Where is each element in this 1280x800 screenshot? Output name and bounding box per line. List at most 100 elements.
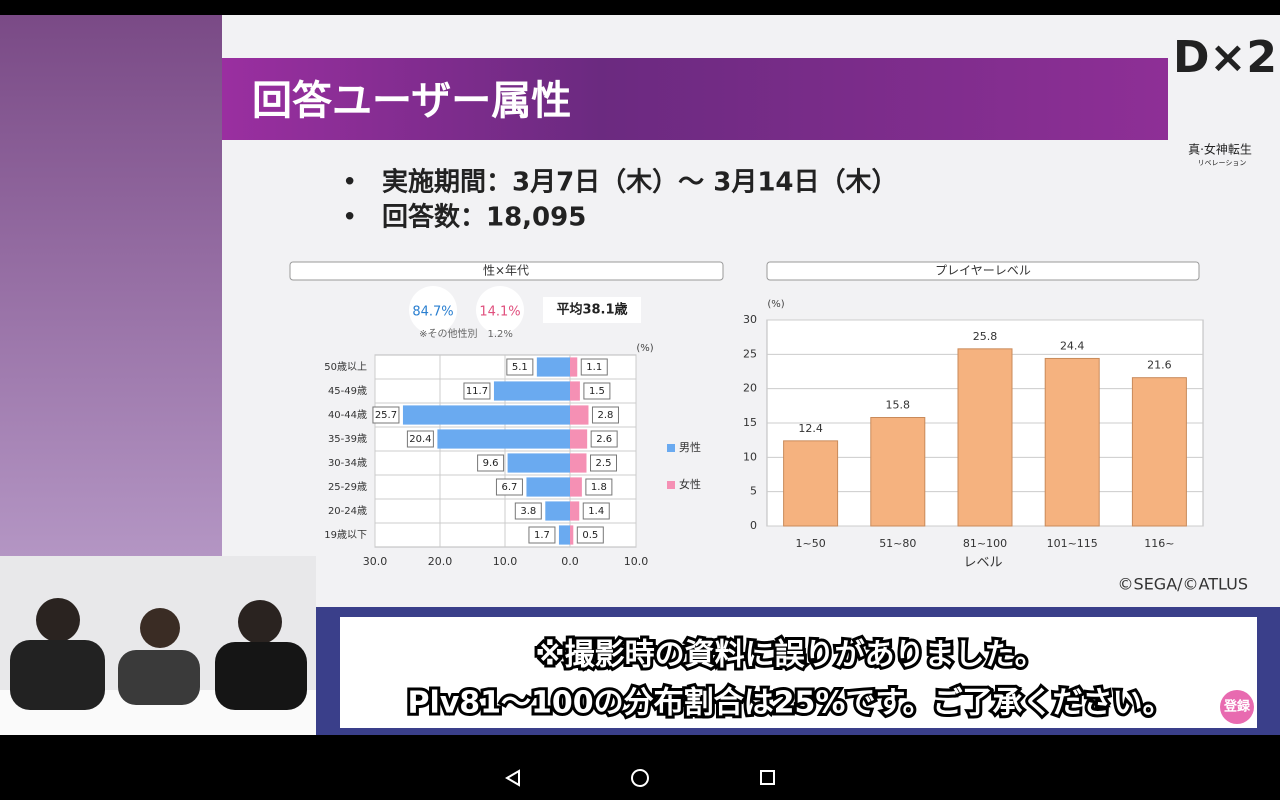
male-bar xyxy=(545,501,570,521)
female-bar xyxy=(570,525,574,545)
female-share: 14.1% xyxy=(479,305,520,320)
average: 平均38.1歳 xyxy=(556,302,627,318)
value-label: 21.6 xyxy=(1147,359,1172,372)
y-tick-label: 19歳以下 xyxy=(324,529,367,541)
bullet: 回答数：18,095 xyxy=(382,202,586,233)
value-label: 2.5 xyxy=(596,458,612,469)
x-tick-label: 30.0 xyxy=(363,555,388,568)
y-tick-label: 25-29歳 xyxy=(328,481,367,493)
female-bar xyxy=(570,429,588,449)
value-label: 15.8 xyxy=(886,399,911,412)
bar xyxy=(957,348,1013,527)
legend-swatch xyxy=(667,481,675,489)
y-tick-label: 15 xyxy=(743,416,757,429)
value-label: 6.7 xyxy=(501,482,517,493)
value-label: 25.7 xyxy=(375,410,397,421)
copyright: ©SEGA/©ATLUS xyxy=(1118,575,1248,594)
y-tick-label: 20-24歳 xyxy=(328,505,367,517)
value-label: 25.8 xyxy=(973,330,998,343)
label-box xyxy=(580,358,608,376)
value-label: 9.6 xyxy=(483,458,499,469)
bar xyxy=(783,440,839,527)
label-box xyxy=(583,382,611,400)
value-label: 24.4 xyxy=(1060,339,1085,352)
label-box xyxy=(591,406,619,424)
caption-line: Plv81～100の分布割合は25%です。ご了承ください。 xyxy=(407,686,1172,721)
home-button[interactable] xyxy=(631,769,649,787)
label-box xyxy=(463,382,491,400)
recent-button[interactable] xyxy=(760,770,775,785)
slide-title: 回答ユーザー属性 xyxy=(252,78,571,124)
label-box xyxy=(506,358,534,376)
x-tick-label: 1~50 xyxy=(795,537,825,550)
x-tick-label: 0.0 xyxy=(561,555,579,568)
value-label: 1.4 xyxy=(588,506,604,517)
bar xyxy=(870,417,926,527)
male-icon xyxy=(409,286,457,334)
male-bar xyxy=(536,357,570,377)
y-tick-label: 20 xyxy=(743,382,757,395)
value-label: 2.6 xyxy=(596,434,612,445)
y-tick-label: 5 xyxy=(750,485,757,498)
register-label[interactable]: 登録 xyxy=(1223,699,1251,715)
x-tick-label: 20.0 xyxy=(428,555,453,568)
title-band xyxy=(222,58,1168,140)
label-box xyxy=(582,502,610,520)
female-icon xyxy=(476,286,524,334)
side-panel xyxy=(0,15,222,560)
chart-title: プレイヤーレベル xyxy=(935,264,1031,278)
note: ※その他性別 1.2% xyxy=(419,327,513,340)
female-bar xyxy=(570,405,589,425)
nav-bar xyxy=(0,735,1280,800)
status-bar xyxy=(0,0,1280,15)
label-box xyxy=(590,454,617,472)
male-bar xyxy=(493,381,570,401)
value-label: 12.4 xyxy=(798,422,823,435)
value-label: 1.5 xyxy=(589,386,605,397)
logo-name: 真·女神転生 xyxy=(1188,142,1252,157)
label-box xyxy=(477,454,505,472)
value-label: 0.5 xyxy=(582,530,598,541)
average-box xyxy=(543,297,641,323)
value-label: 1.8 xyxy=(591,482,607,493)
y-tick-label: 40-44歳 xyxy=(328,409,367,421)
unit: (%) xyxy=(767,299,784,310)
value-label: 5.1 xyxy=(512,362,528,373)
label-box xyxy=(406,430,434,448)
register-badge[interactable] xyxy=(1220,690,1254,724)
x-tick-label: 116~ xyxy=(1144,537,1174,550)
female-bar xyxy=(570,357,578,377)
female-bar xyxy=(570,453,587,473)
logo-mark: D×2 xyxy=(1173,32,1277,83)
value-label: 2.8 xyxy=(598,410,614,421)
label-box xyxy=(528,526,556,544)
legend-label: 男性 xyxy=(679,440,701,454)
bar xyxy=(1131,377,1187,527)
label-box xyxy=(590,430,618,448)
legend-label: 女性 xyxy=(679,477,701,491)
female-bar xyxy=(570,477,582,497)
x-tick-label: 10.0 xyxy=(493,555,518,568)
value-label: 3.8 xyxy=(520,506,536,517)
y-tick-label: 0 xyxy=(750,519,757,532)
female-bar xyxy=(570,381,580,401)
x-tick-label: 10.0 xyxy=(624,555,649,568)
value-label: 20.4 xyxy=(409,434,431,445)
chart-title: 性×年代 xyxy=(483,264,529,278)
value-label: 1.7 xyxy=(534,530,550,541)
label-box xyxy=(372,406,400,424)
bullet: 実施期間：3月7日（木）～ 3月14日（木） xyxy=(382,167,898,198)
y-tick-label: 50歳以上 xyxy=(324,361,367,373)
y-tick-label: 25 xyxy=(743,347,757,360)
x-axis-label: レベル xyxy=(963,556,1002,571)
x-tick-label: 81~100 xyxy=(963,537,1007,550)
label-box xyxy=(585,478,613,496)
panel-header xyxy=(289,261,724,281)
male-bar xyxy=(507,453,570,473)
logo-sub: リベレーション xyxy=(1198,159,1247,167)
caption-line: ※撮影時の資料に誤りがありました。 xyxy=(535,638,1044,673)
back-button[interactable] xyxy=(505,769,520,787)
label-box xyxy=(495,478,523,496)
male-bar xyxy=(402,405,570,425)
